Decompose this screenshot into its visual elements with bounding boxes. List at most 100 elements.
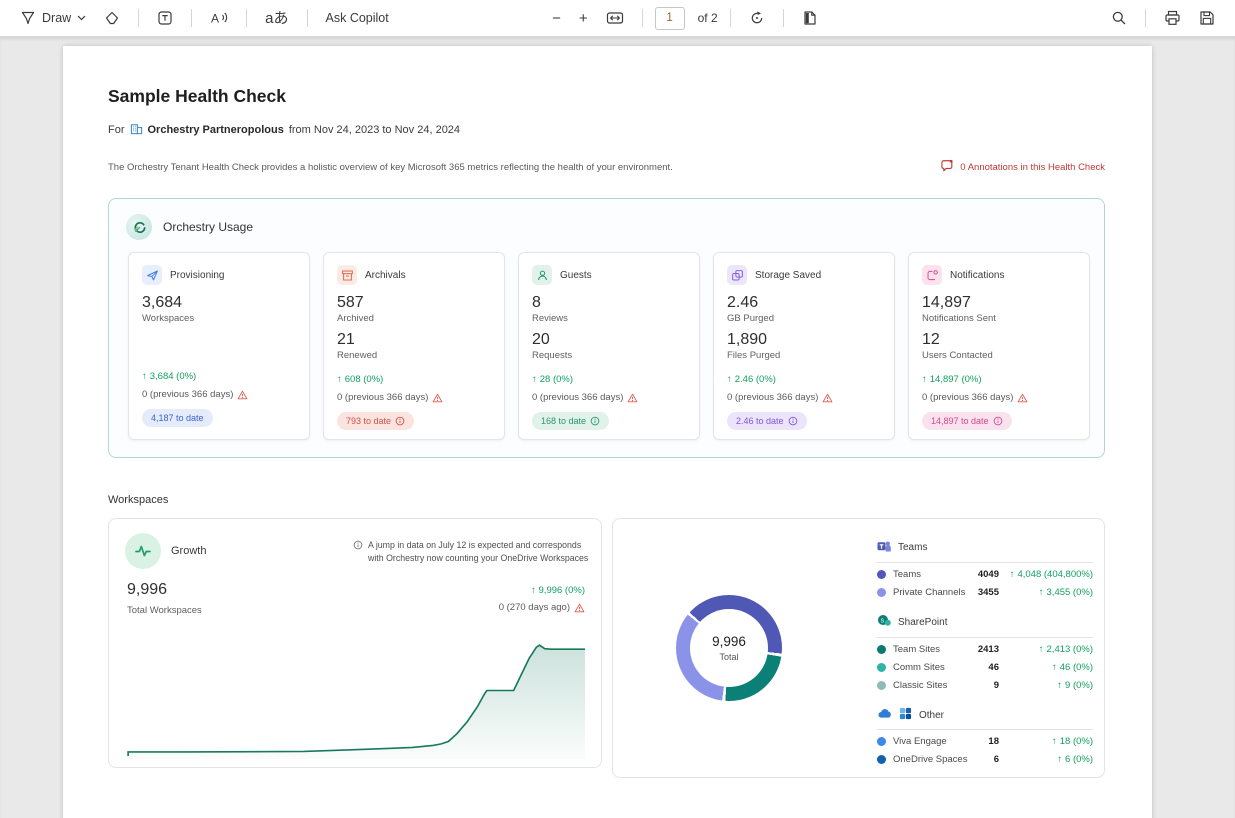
- sharepoint-icon: s: [877, 614, 891, 631]
- metric-value: 587: [337, 294, 364, 311]
- read-aloud-button[interactable]: A: [204, 6, 234, 30]
- previous-period-row: 0 (previous 366 days): [727, 392, 881, 403]
- notification-bell-icon: [922, 265, 942, 285]
- metric-label: Archived: [337, 313, 374, 324]
- card-metrics: 2.46 GB Purged 1,890 Files Purged: [727, 294, 881, 368]
- to-date-badge: 2.46 to date: [727, 412, 807, 430]
- metric-value: 21: [337, 331, 355, 348]
- search-button[interactable]: [1105, 6, 1133, 30]
- subtitle-suffix: from Nov 24, 2023 to Nov 24, 2024: [288, 124, 461, 136]
- growth-card: Growth A jump in data on July 12 is expe…: [108, 518, 602, 768]
- page-number-input[interactable]: [654, 6, 685, 30]
- series-dot: [877, 569, 886, 579]
- print-icon: [1164, 10, 1181, 26]
- card-title: Provisioning: [170, 269, 225, 281]
- legend-group-header: s SharePoint: [877, 614, 1093, 631]
- up-arrow-icon: ↑: [532, 374, 537, 385]
- series-label: Comm Sites: [893, 661, 945, 673]
- metric-value: 20: [532, 331, 550, 348]
- legend-row: Private Channels 3455 ↑ 3,455 (0%): [877, 583, 1093, 601]
- usage-panel-header: Orchestry Usage: [126, 214, 253, 240]
- change-text: 9 (0%): [1065, 679, 1093, 691]
- previous-text: 0 (270 days ago): [498, 602, 570, 613]
- series-change: ↑ 3,455 (0%): [1005, 587, 1093, 598]
- metric-label: Renewed: [337, 350, 378, 361]
- growth-note-text: A jump in data on July 12 is expected an…: [368, 540, 589, 564]
- info-icon: [590, 416, 600, 426]
- workspaces-section-title: Workspaces: [108, 494, 169, 506]
- zoom-in-button[interactable]: +: [573, 7, 594, 30]
- trend-row: ↑ 14,897 (0%): [922, 374, 1076, 385]
- breakdown-legend: Teams Teams 4049 ↑ 4,048 (404,800%) Priva…: [877, 539, 1093, 781]
- up-arrow-icon: ↑: [1057, 753, 1063, 765]
- growth-line: [127, 644, 585, 756]
- zoom-out-button[interactable]: −: [546, 7, 567, 30]
- series-dot: [877, 680, 886, 690]
- divider: [877, 562, 1093, 563]
- metric-value: 2.46: [727, 294, 759, 311]
- metric-label: Workspaces: [142, 313, 195, 324]
- rotate-button[interactable]: [743, 6, 771, 30]
- series-value: 46: [988, 661, 999, 673]
- series-label: OneDrive Spaces: [893, 753, 968, 765]
- print-button[interactable]: [1158, 6, 1187, 30]
- warning-icon: [822, 393, 833, 403]
- series-value: 2413: [977, 643, 999, 655]
- ask-copilot-button[interactable]: Ask Copilot: [320, 7, 395, 29]
- series-dot: [877, 587, 886, 597]
- metric-label: Users Contacted: [922, 350, 993, 361]
- growth-pulse-icon: [125, 533, 161, 569]
- warning-icon: [1017, 393, 1028, 403]
- badge-text: 2.46 to date: [736, 416, 784, 426]
- up-arrow-icon: ↑: [337, 374, 342, 385]
- change-text: 18 (0%): [1059, 735, 1093, 747]
- legend-group-label: Other: [919, 709, 945, 721]
- fit-width-button[interactable]: [600, 7, 630, 29]
- translate-button[interactable]: aあ: [259, 7, 294, 30]
- card-title: Guests: [560, 269, 592, 281]
- eraser-icon: [104, 10, 120, 26]
- to-date-badge: 14,897 to date: [922, 412, 1012, 430]
- series-change: ↑ 9 (0%): [1005, 680, 1093, 691]
- card-title: Notifications: [950, 269, 1005, 281]
- info-icon: [993, 416, 1003, 426]
- storage-icon: [727, 265, 747, 285]
- warning-icon: [432, 393, 443, 403]
- badge-text: 4,187 to date: [151, 413, 204, 423]
- pdf-canvas[interactable]: Sample Health Check For Orchestry Partne…: [0, 37, 1235, 818]
- legend-group-label: SharePoint: [898, 617, 948, 628]
- chevron-down-icon: [77, 15, 86, 21]
- up-arrow-icon: ↑: [1009, 568, 1015, 580]
- svg-text:A: A: [211, 12, 219, 26]
- previous-period-row: 0 (previous 366 days): [142, 389, 296, 400]
- draw-tool-button[interactable]: Draw: [14, 6, 92, 30]
- legend-row: Viva Engage 18 ↑ 18 (0%): [877, 732, 1093, 750]
- save-button[interactable]: [1193, 6, 1221, 30]
- organization-icon: [130, 122, 143, 138]
- trend-text: 14,897 (0%): [929, 374, 982, 385]
- pen-icon: [20, 10, 36, 26]
- up-arrow-icon: ↑: [727, 374, 732, 385]
- separator: [1144, 9, 1146, 27]
- previous-text: 0 (previous 366 days): [337, 392, 429, 403]
- person-icon: [532, 265, 552, 285]
- separator: [306, 9, 308, 27]
- separator: [138, 9, 140, 27]
- text-box-icon: [157, 10, 173, 26]
- up-arrow-icon: ↑: [142, 371, 147, 382]
- toolbar-right-group: [1105, 6, 1221, 30]
- add-text-button[interactable]: [151, 6, 179, 30]
- rotate-icon: [749, 10, 765, 26]
- page-view-button[interactable]: [796, 6, 824, 30]
- series-label: Classic Sites: [893, 679, 948, 691]
- legend-row: OneDrive Spaces 6 ↑ 6 (0%): [877, 750, 1093, 768]
- pdf-viewer-toolbar: Draw A aあ Ask Copilot: [0, 0, 1235, 37]
- metric-value: 14,897: [922, 294, 971, 311]
- series-dot: [877, 644, 886, 654]
- series-value: 9: [993, 679, 999, 691]
- metric-value: 1,890: [727, 331, 768, 348]
- card-metrics: 8 Reviews 20 Requests: [532, 294, 686, 368]
- eraser-button[interactable]: [98, 6, 126, 30]
- card-header: Guests: [532, 265, 686, 285]
- info-icon: [395, 416, 405, 426]
